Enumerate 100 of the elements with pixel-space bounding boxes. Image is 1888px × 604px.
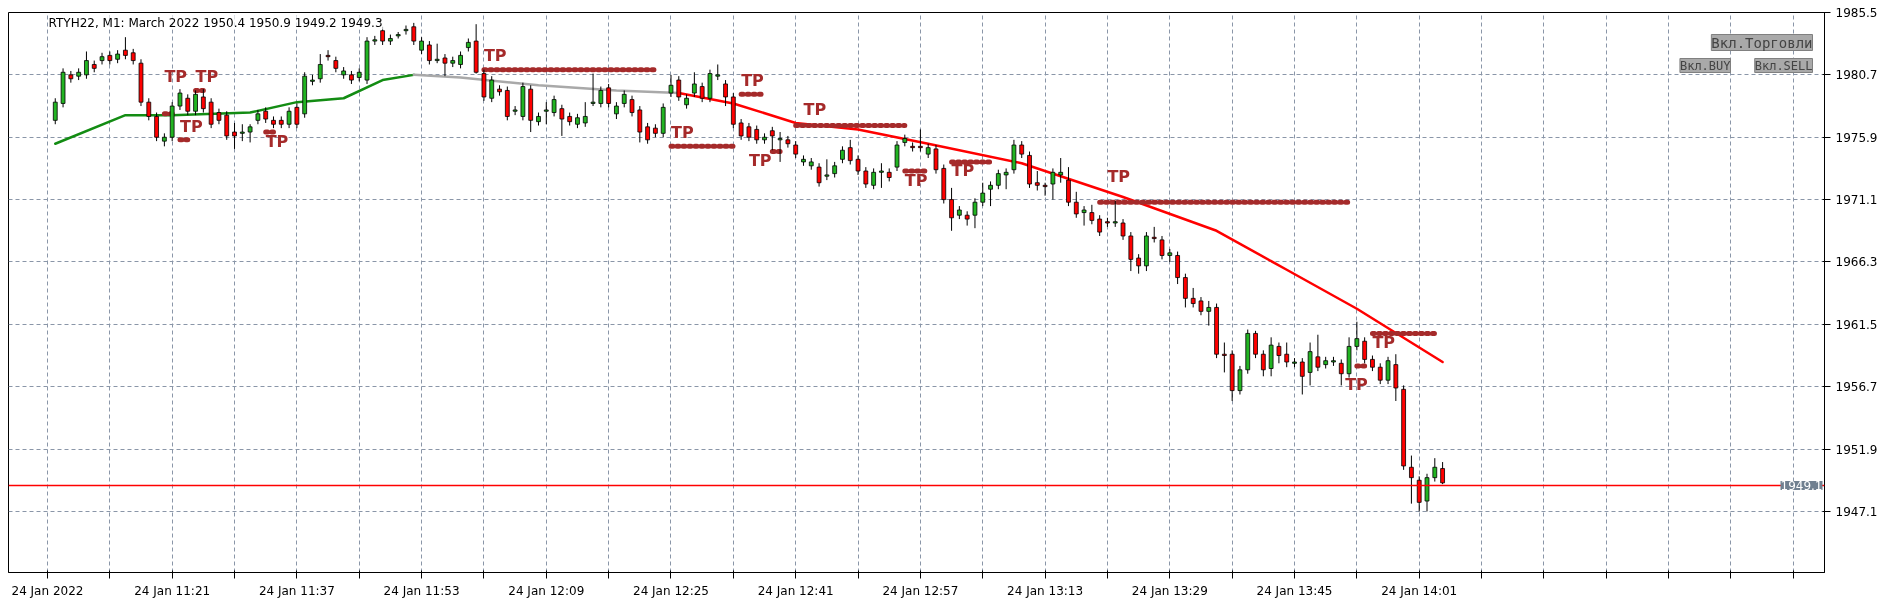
candlestick xyxy=(816,162,822,188)
candlestick xyxy=(294,102,300,129)
candlestick xyxy=(208,97,214,129)
annotation: Вкл.SELL xyxy=(1754,58,1813,73)
annotation: TP xyxy=(904,170,928,190)
candlestick xyxy=(871,167,876,190)
candlestick xyxy=(1198,296,1204,316)
candlestick xyxy=(1362,336,1367,364)
annotation: TP xyxy=(1345,375,1369,395)
annotation: TP xyxy=(1372,332,1396,352)
y-tick-label: 1975.9 xyxy=(1835,130,1878,145)
candlestick xyxy=(154,112,159,142)
candlestick xyxy=(637,105,643,143)
x-tick-label: 24 Jan 11:21 xyxy=(134,583,211,598)
candlestick xyxy=(1237,365,1243,395)
candlestick xyxy=(1268,336,1274,377)
annotation: TP xyxy=(265,131,289,151)
x-tick-label: 24 Jan 11:53 xyxy=(383,583,460,598)
candlestick xyxy=(286,106,292,129)
annotation: TP xyxy=(748,151,772,171)
candlestick xyxy=(863,166,869,189)
candlestick xyxy=(606,83,611,108)
annotation: TP xyxy=(741,71,765,91)
candlestick xyxy=(894,140,900,172)
candlestick xyxy=(879,162,884,189)
candlestick xyxy=(123,36,128,60)
candlestick xyxy=(1190,287,1196,308)
candlestick xyxy=(1284,342,1290,368)
x-tick-label: 24 Jan 2022 xyxy=(11,583,84,598)
ref-line-label: 1949.1 xyxy=(1780,478,1823,493)
y-tick-label: 1966.3 xyxy=(1835,255,1878,270)
candlestick xyxy=(481,69,487,102)
candlestick xyxy=(201,88,206,114)
candlestick xyxy=(1081,205,1087,227)
candlestick xyxy=(918,128,923,153)
candlestick xyxy=(1066,166,1071,207)
candlestick xyxy=(68,70,74,84)
candlestick xyxy=(403,24,409,36)
candlestick xyxy=(972,197,978,229)
candlestick xyxy=(1097,214,1103,237)
candlestick xyxy=(193,89,198,116)
candlestick xyxy=(754,125,760,145)
candlestick xyxy=(746,122,752,142)
candlestick xyxy=(1136,253,1141,275)
candlestick xyxy=(325,49,331,62)
candlestick xyxy=(1338,358,1344,386)
x-tick-label: 24 Jan 12:09 xyxy=(508,583,585,598)
candlestick xyxy=(847,139,853,166)
candlestick xyxy=(317,53,323,84)
candlestick xyxy=(980,182,986,207)
y-tick-label: 1951.9 xyxy=(1835,442,1878,457)
candlestick xyxy=(598,86,604,108)
candlestick xyxy=(1175,251,1180,285)
candlestick xyxy=(1058,157,1064,184)
chart-title: RTYH22, M1: March 2022 1950.4 1950.9 1949.2 1949.3 xyxy=(48,15,383,30)
x-tick-label: 24 Jan 12:57 xyxy=(882,583,959,598)
candlestick xyxy=(489,75,495,103)
candlestick xyxy=(738,118,744,141)
candlestick xyxy=(512,105,518,116)
x-tick-label: 24 Jan 12:25 xyxy=(633,583,709,598)
candlestick xyxy=(1260,349,1266,377)
y-tick-label: 1971.1 xyxy=(1835,193,1878,208)
x-tick-label: 24 Jan 11:37 xyxy=(258,583,335,598)
candlestick xyxy=(434,43,440,64)
candlestick xyxy=(543,101,549,125)
x-tick-label: 24 Jan 13:29 xyxy=(1131,583,1208,598)
candlestick xyxy=(629,95,635,117)
candlestick xyxy=(1128,231,1134,272)
annotation: TP xyxy=(195,67,219,87)
y-tick-label: 1961.5 xyxy=(1835,317,1878,332)
annotation: TP xyxy=(951,161,975,181)
candlestick xyxy=(1042,182,1048,197)
candlestick xyxy=(1112,200,1118,228)
candlestick xyxy=(427,40,432,65)
annotation: Вкл.BUY xyxy=(1679,58,1732,73)
candlestick xyxy=(1354,321,1360,351)
y-tick-label: 1980.7 xyxy=(1835,68,1878,83)
candlestick xyxy=(442,53,448,77)
candlestick xyxy=(1089,204,1095,225)
candlestick xyxy=(1377,362,1383,385)
x-tick-label: 24 Jan 13:45 xyxy=(1256,583,1333,598)
candlestick xyxy=(1253,330,1258,359)
candlestick xyxy=(247,123,253,143)
candlestick xyxy=(559,104,565,137)
candlestick xyxy=(1159,235,1165,260)
candlestick xyxy=(777,131,783,163)
annotation: Вкл.Торговли xyxy=(1711,34,1813,51)
candlestick xyxy=(1424,473,1430,512)
candlestick xyxy=(824,158,830,181)
candlestick xyxy=(785,135,791,149)
x-tick-label: 24 Jan 14:01 xyxy=(1381,583,1458,598)
x-tick-label: 24 Jan 13:13 xyxy=(1007,583,1084,598)
candlestick xyxy=(590,73,596,107)
candlestick xyxy=(84,50,89,80)
candlestick xyxy=(855,154,861,176)
candlestick xyxy=(1276,342,1282,364)
candlestick xyxy=(933,144,939,175)
candlestick xyxy=(1183,273,1188,308)
candlestick xyxy=(1393,353,1399,402)
annotation: TP xyxy=(164,67,188,87)
